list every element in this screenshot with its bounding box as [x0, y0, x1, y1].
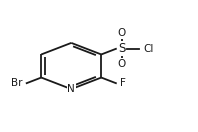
- Text: O: O: [118, 59, 126, 69]
- Text: F: F: [120, 79, 126, 88]
- Text: O: O: [118, 28, 126, 38]
- Text: S: S: [118, 42, 125, 55]
- Text: N: N: [67, 84, 75, 94]
- Text: Br: Br: [11, 79, 22, 88]
- Text: Cl: Cl: [143, 44, 154, 53]
